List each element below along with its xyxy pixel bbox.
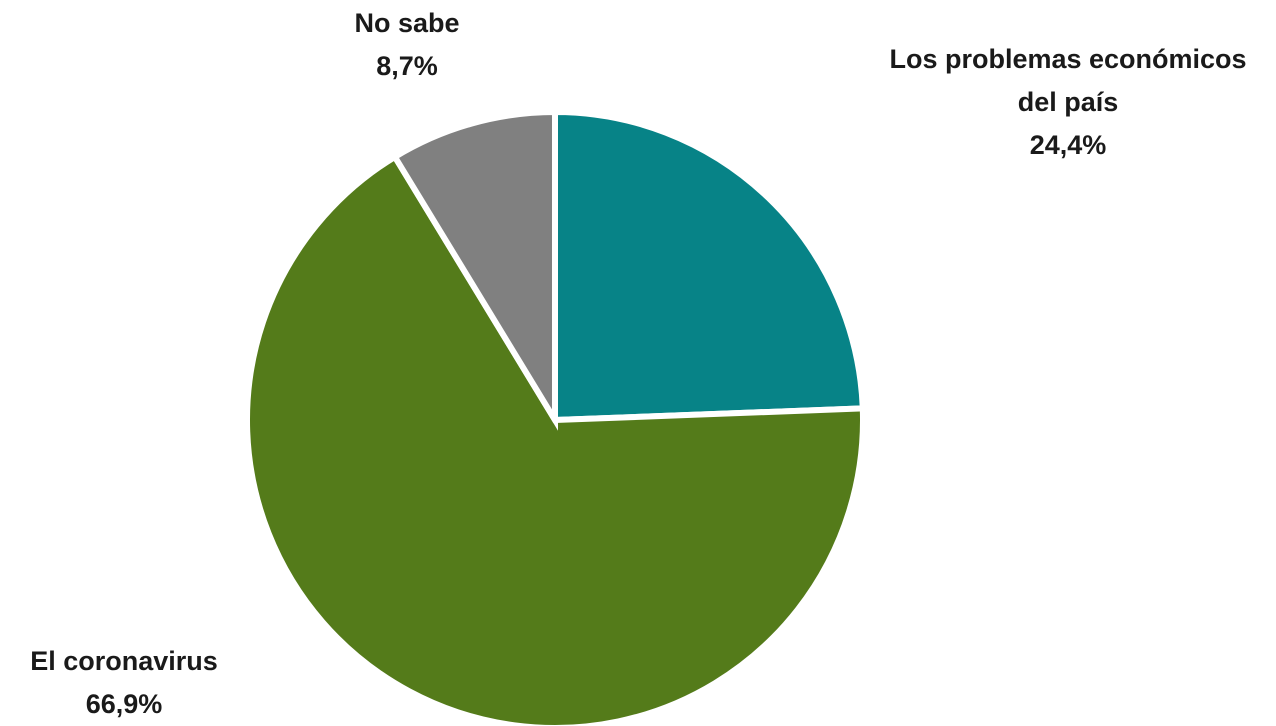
pie-slice-2 (244, 152, 866, 726)
data-label-3: No sabe 8,7% (354, 8, 459, 81)
data-label-2: El coronavirus 66,9% (30, 646, 218, 719)
data-labels: Los problemas económicos del país 24,4% El … (30, 8, 1246, 719)
data-label-category: del país (1018, 87, 1119, 117)
data-label-category: El coronavirus (30, 646, 218, 676)
pie-slice-3 (390, 108, 558, 431)
data-label-1: Los problemas económicos del país 24,4% (889, 44, 1246, 160)
data-label-category: No sabe (354, 8, 459, 38)
data-label-category: Los problemas económicos (889, 44, 1246, 74)
pie-slice-1 (552, 108, 866, 424)
data-label-value: 24,4% (1030, 130, 1107, 160)
data-label-value: 66,9% (86, 689, 163, 719)
data-label-value: 8,7% (376, 51, 438, 81)
pie-slices (244, 108, 866, 726)
